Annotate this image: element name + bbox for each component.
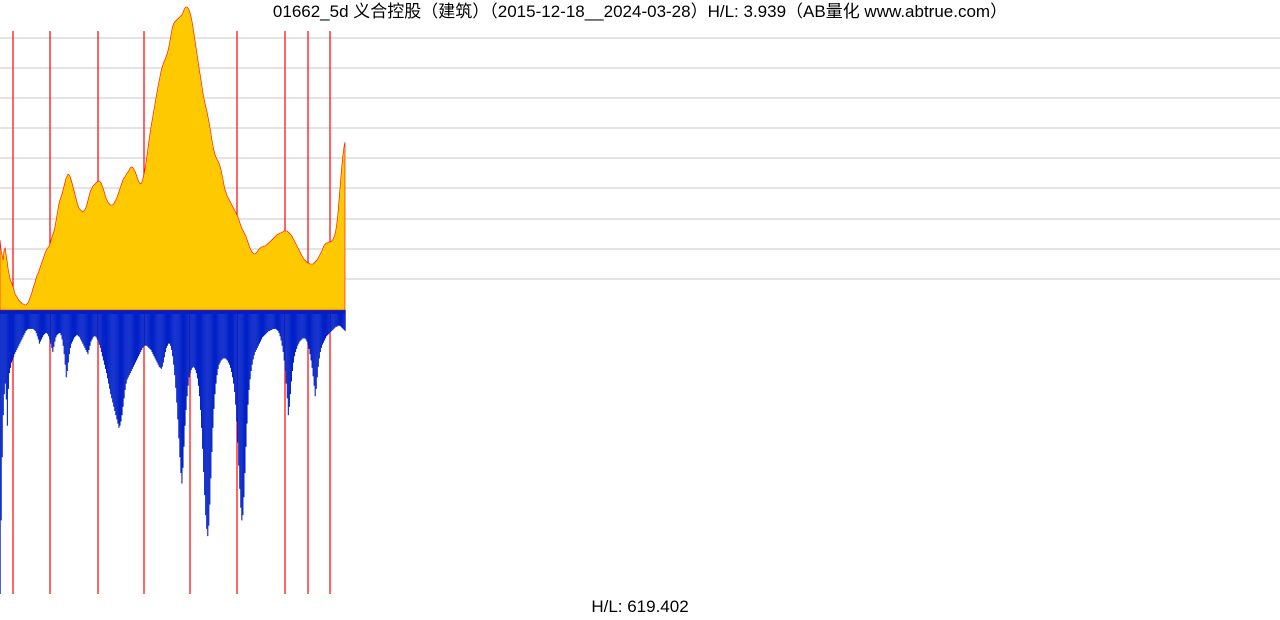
chart-bottom-label: H/L: 619.402 bbox=[0, 596, 1280, 618]
chart-plot bbox=[0, 0, 1280, 620]
stock-chart-container: 01662_5d 义合控股（建筑）（2015-12-18__2024-03-28… bbox=[0, 0, 1280, 620]
